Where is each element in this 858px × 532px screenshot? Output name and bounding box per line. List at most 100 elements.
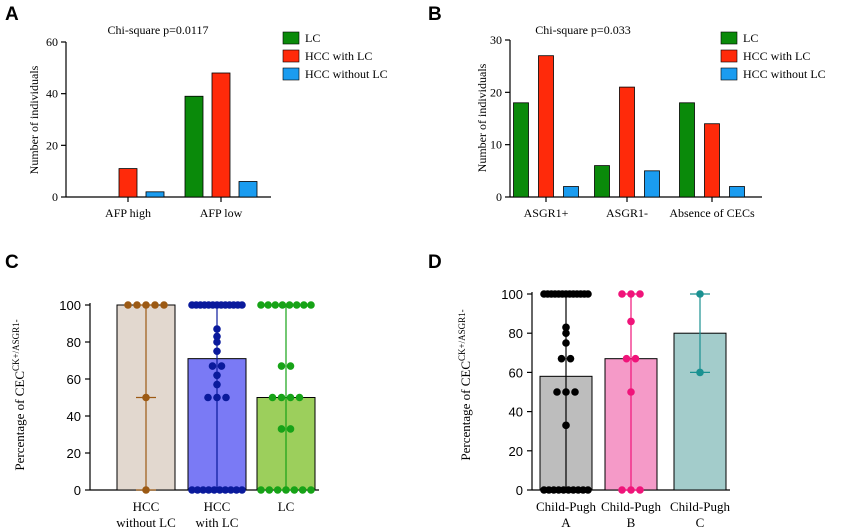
panel-c-data-point xyxy=(277,425,286,433)
panel-d-ytick-label: 60 xyxy=(509,365,523,380)
panel-c-data-point xyxy=(204,486,213,494)
panel-d-ytick-label: 20 xyxy=(509,444,523,459)
panel-c-data-point xyxy=(213,347,221,356)
panel-d-xtick-label: A xyxy=(561,515,571,530)
panel-c-data-point xyxy=(268,393,277,402)
panel-a-legend-swatch xyxy=(282,49,300,63)
panel-d-data-point xyxy=(562,388,570,396)
panel-d-data-point xyxy=(584,486,592,494)
panel-c-data-point xyxy=(238,486,246,494)
panel-c-data-point xyxy=(264,301,272,309)
panel-d-xtick-label: Child-Pugh xyxy=(601,499,661,514)
panel-b-ylabel: Number of individuals xyxy=(475,63,489,172)
panel-c-ytick-label: 20 xyxy=(67,446,81,461)
panel-d-xtick-label: C xyxy=(696,515,705,530)
panel-a-ytick-label: 60 xyxy=(46,35,58,49)
panel-a-bar xyxy=(184,95,204,198)
panel-d-data-point xyxy=(584,290,592,298)
panel-c-data-point xyxy=(286,362,295,370)
panel-a-legend-label: LC xyxy=(305,31,320,45)
panel-c-data-point xyxy=(286,425,295,433)
panel-a-ytick-label: 0 xyxy=(52,190,58,204)
panel-d-data-point xyxy=(562,323,570,332)
panel-a-legend-label: HCC with LC xyxy=(305,49,372,63)
panel-c-data-point xyxy=(238,301,246,309)
panel-d-data-point xyxy=(696,290,704,298)
panel-label-b: B xyxy=(428,4,442,25)
panel-c-data-point xyxy=(271,301,280,309)
panel-c-ylabel-sup: CK+/ASGR1- xyxy=(11,319,21,371)
panel-c-data-point xyxy=(277,362,286,370)
panel-b-bar xyxy=(513,102,529,198)
panel-d-data-point xyxy=(622,354,631,363)
panel-a-ytick-label: 20 xyxy=(46,138,58,152)
panel-c-data-point xyxy=(213,380,221,389)
panel-c-xtick-label: HCC xyxy=(133,499,160,514)
panel-c-data-point xyxy=(210,486,219,494)
panel-a-ylabel: Number of individuals xyxy=(27,65,41,174)
panel-c-data-point xyxy=(151,301,159,309)
panel-c-data-point xyxy=(213,332,221,341)
panel-b-legend-label: HCC without LC xyxy=(743,67,826,81)
panel-c-data-point xyxy=(213,325,221,333)
panel-b-legend-swatch xyxy=(720,67,738,81)
panel-d-data-point xyxy=(566,354,575,363)
panel-d-data-point xyxy=(571,388,579,396)
panel-c-data-point xyxy=(142,486,150,494)
panel-d-data-point xyxy=(553,388,561,396)
panel-c-data-point xyxy=(285,301,294,309)
panel-d-data-point xyxy=(696,368,704,377)
panel-d-xtick-label: Child-Pugh xyxy=(670,499,730,514)
panel-b-legend-swatch xyxy=(720,49,738,63)
panel-b-bar xyxy=(704,123,720,198)
panel-b-bar xyxy=(679,102,695,198)
panel-c-data-point xyxy=(292,301,301,309)
panel-c-xtick-label: HCC xyxy=(204,499,231,514)
panel-c-data-point xyxy=(213,338,221,346)
panel-b-bar xyxy=(619,86,635,198)
panel-d-ytick-label: 40 xyxy=(509,405,523,420)
panel-a-bar xyxy=(238,181,258,198)
panel-c-data-point xyxy=(273,486,282,494)
panel-d-xtick-label: B xyxy=(627,515,636,530)
panel-a-title: Chi-square p=0.0117 xyxy=(108,23,209,37)
panel-b-ytick-label: 0 xyxy=(496,190,502,204)
panel-b-xtick-label: ASGR1- xyxy=(606,206,648,220)
panel-a-bar xyxy=(211,72,231,198)
panel-c-data-point xyxy=(307,486,315,494)
panel-d-ytick-label: 80 xyxy=(509,326,523,341)
panel-c-data-point xyxy=(222,393,230,402)
panel-d-data-point xyxy=(557,354,566,363)
panel-a-xtick-label: AFP high xyxy=(105,206,151,220)
panel-label-d: D xyxy=(428,252,442,273)
panel-d-ylabel-sup: CK+/ASGR1- xyxy=(457,309,467,361)
panel-d-data-point xyxy=(627,317,635,326)
panel-d-data-point xyxy=(627,290,635,298)
panel-b-legend-label: LC xyxy=(743,31,758,45)
panel-c-ylabel: Percentage of CECCK+/ASGR1- xyxy=(11,319,27,470)
panel-c-data-point xyxy=(133,301,141,309)
panel-d-data-point xyxy=(562,421,570,430)
panel-c-xtick-label: with LC xyxy=(196,515,239,530)
panel-a-bar xyxy=(118,168,138,198)
panel-d-data-point xyxy=(618,486,626,494)
panel-b-title: Chi-square p=0.033 xyxy=(535,23,630,37)
panel-a-legend-swatch xyxy=(282,31,300,45)
panel-c-data-point xyxy=(290,486,299,494)
panel-c-data-point xyxy=(300,301,308,309)
panel-d-data-point xyxy=(627,388,635,396)
panel-b-bar xyxy=(644,170,660,198)
panel-c-data-point xyxy=(208,362,217,370)
panel-label-a: A xyxy=(5,4,19,25)
panel-c-data-point xyxy=(232,486,241,494)
panel-a-legend-label: HCC without LC xyxy=(305,67,388,81)
panel-d-data-point xyxy=(562,339,570,347)
panel-b-xtick-label: ASGR1+ xyxy=(524,206,569,220)
panel-b-bar xyxy=(729,186,745,198)
panel-c-data-point xyxy=(193,486,202,494)
panel-c-data-point xyxy=(286,393,295,402)
panel-d-data-point xyxy=(627,486,635,494)
panel-c-data-point xyxy=(188,486,196,494)
panel-c-data-point xyxy=(295,393,304,402)
